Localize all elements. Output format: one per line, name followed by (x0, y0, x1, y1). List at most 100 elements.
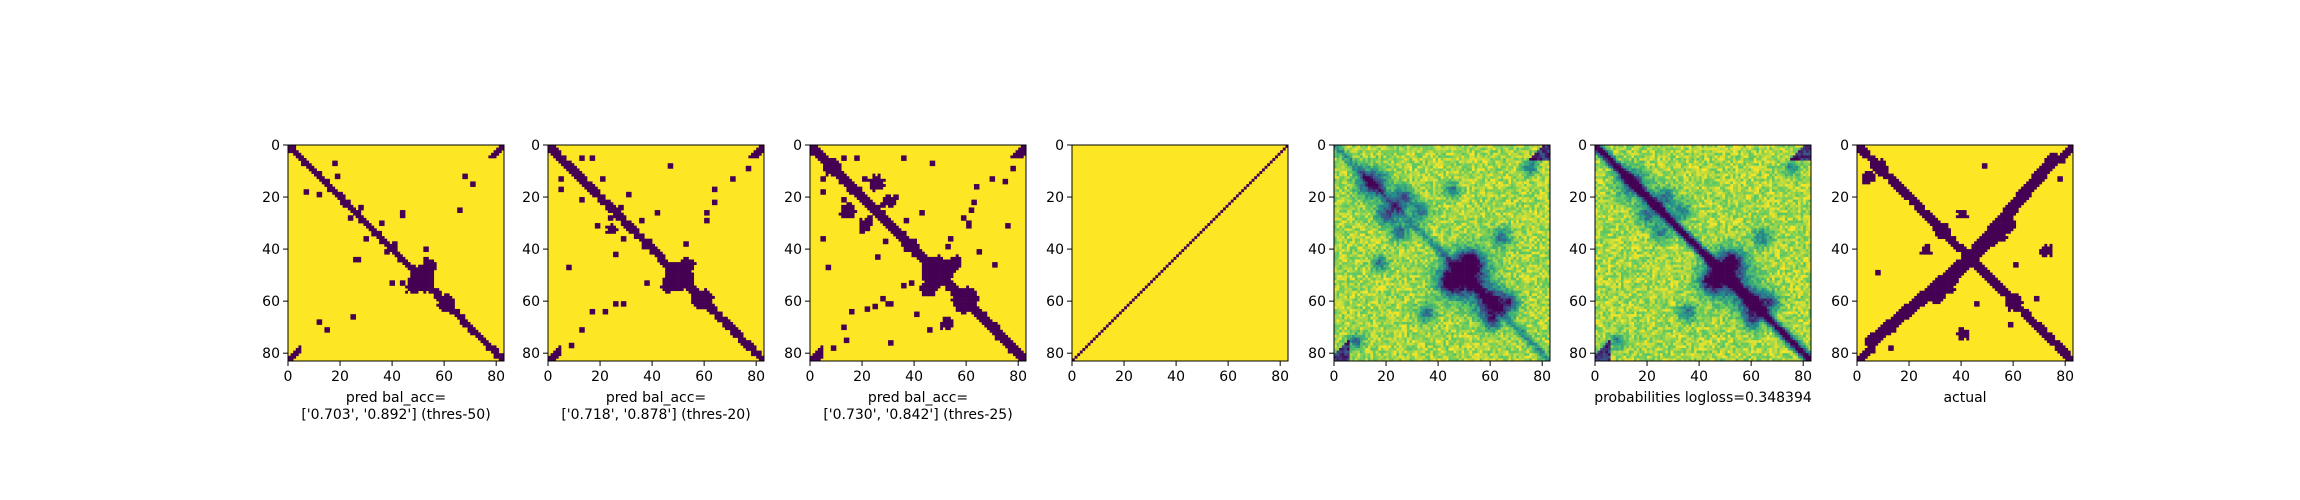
heatmap-cell (1012, 165, 1016, 169)
heatmap-cell (555, 150, 559, 154)
heatmap-cell (1417, 160, 1421, 164)
heatmap-cell (441, 303, 445, 307)
heatmap-cell (903, 230, 907, 234)
heatmap-cell (1464, 199, 1468, 203)
heatmap-cell (610, 225, 614, 229)
heatmap-cell (815, 353, 819, 357)
heatmap-cell (706, 303, 710, 307)
heatmap-cell (859, 228, 863, 232)
heatmap-cell (1367, 181, 1371, 185)
heatmap-cell (947, 246, 951, 250)
heatmap-cell (1461, 173, 1465, 177)
heatmap-cell (607, 202, 611, 206)
heatmap-cell (1396, 186, 1400, 190)
heatmap-cell (1344, 168, 1348, 172)
heatmap-cell (1341, 184, 1345, 187)
heatmap-cell (854, 210, 858, 213)
heatmap-cell (1518, 212, 1522, 216)
heatmap-cell (568, 264, 572, 268)
heatmap-cell (613, 228, 616, 232)
heatmap-cell (1334, 212, 1337, 216)
heatmap-cell (1267, 163, 1271, 167)
heatmap-cell (1391, 150, 1395, 154)
heatmap-cell (704, 210, 708, 213)
heatmap-cell (1484, 207, 1488, 211)
heatmap-cell (841, 324, 845, 328)
heatmap-cell (1542, 160, 1546, 164)
heatmap-cell (888, 301, 891, 305)
heatmap-cell (1357, 184, 1361, 187)
heatmap-cell (1443, 171, 1447, 174)
heatmap-cell (423, 262, 427, 266)
heatmap-cell (748, 342, 752, 346)
heatmap-cell (1500, 215, 1504, 219)
heatmap-cell (1349, 145, 1353, 148)
heatmap-cell (1391, 210, 1395, 213)
heatmap-cell (1341, 165, 1345, 169)
heatmap-cell (1505, 207, 1509, 211)
heatmap-cell (890, 197, 894, 200)
heatmap-cell (1339, 191, 1343, 195)
heatmap-cell (1427, 189, 1431, 193)
heatmap-cell (438, 295, 442, 299)
heatmap-cell (1440, 171, 1444, 174)
heatmap-cell (1412, 186, 1415, 190)
heatmap-cell (1393, 220, 1397, 224)
heatmap-cell (823, 160, 826, 164)
heatmap-cell (316, 319, 320, 323)
heatmap-cell (1430, 215, 1434, 219)
heatmap-cell (1383, 168, 1387, 172)
heatmap-cell (368, 228, 372, 232)
x-tick-label: 40 (905, 369, 923, 385)
heatmap-cell (1347, 186, 1350, 190)
heatmap-cell (1393, 204, 1397, 208)
heatmap-cell (1505, 178, 1509, 182)
heatmap-cell (1492, 217, 1496, 221)
heatmap-cell (358, 256, 362, 260)
heatmap-cell (1440, 204, 1444, 208)
heatmap-cell (1393, 207, 1397, 211)
heatmap-cell (1401, 160, 1405, 164)
heatmap-cell (1513, 173, 1517, 177)
heatmap-cell (1482, 212, 1486, 216)
heatmap-cell (1487, 186, 1491, 190)
heatmap-cell (337, 197, 341, 200)
heatmap-cell (1534, 191, 1538, 195)
heatmap-cell (1196, 233, 1200, 237)
heatmap-cell (1419, 191, 1423, 195)
heatmap-cell (1388, 178, 1392, 182)
heatmap-cell (1388, 173, 1392, 177)
heatmap-cell (1430, 168, 1434, 172)
heatmap-cell (1386, 171, 1389, 174)
heatmap-cell (1435, 217, 1439, 221)
heatmap-cell (833, 347, 837, 351)
heatmap-cell (1393, 152, 1397, 156)
heatmap-cell (584, 184, 588, 187)
heatmap-cell (597, 189, 601, 193)
heatmap-cell (1484, 210, 1488, 213)
heatmap-cell (431, 285, 435, 289)
heatmap-cell (914, 241, 917, 245)
heatmap-cell (841, 204, 845, 208)
heatmap-cell (561, 158, 564, 161)
heatmap-cell (1547, 178, 1551, 182)
heatmap-cell (901, 243, 904, 247)
heatmap-cell (833, 158, 837, 161)
x-tick-label: 80 (1009, 369, 1027, 385)
heatmap-cell (869, 223, 873, 226)
heatmap-cell (1521, 178, 1525, 182)
heatmap-cell (1505, 215, 1509, 219)
heatmap-cell (1484, 150, 1488, 154)
heatmap-cell (1448, 171, 1452, 174)
heatmap-cell (1513, 210, 1517, 213)
heatmap-cell (1414, 184, 1418, 187)
heatmap-cell (882, 220, 886, 224)
heatmap-cell (1521, 210, 1525, 213)
heatmap-cell (1417, 186, 1421, 190)
heatmap-cell (1365, 215, 1369, 219)
heatmap-cell (1523, 217, 1527, 221)
heatmap-cell (1547, 171, 1551, 174)
heatmap-cell (592, 184, 596, 187)
heatmap-cell (1453, 220, 1457, 224)
heatmap-cell (924, 275, 928, 279)
